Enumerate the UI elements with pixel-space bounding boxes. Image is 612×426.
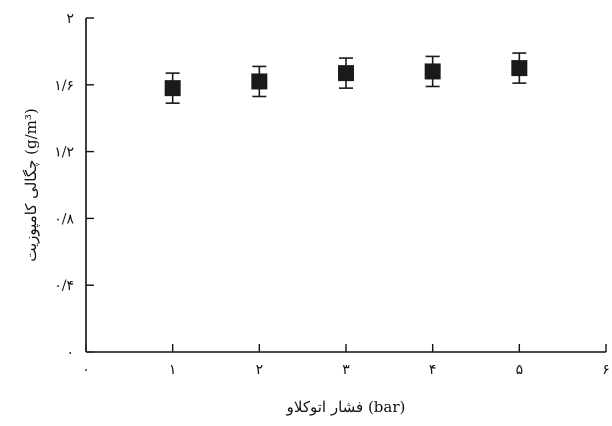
- data-point: [164, 80, 181, 97]
- data-point: [251, 73, 268, 90]
- x-tick-label: ۱: [169, 362, 177, 378]
- x-tick-label: ۵: [516, 362, 524, 378]
- x-axis: ۰ ۱ ۲ ۳ ۴ ۵ ۶: [82, 344, 610, 378]
- data-point: [338, 65, 354, 82]
- y-ticks: ۰ ۰/۴ ۰/۸ ۱/۲ ۱/۶ ۲: [54, 11, 94, 361]
- data-points: [164, 52, 528, 104]
- y-axis-title: چگالی کامپوزیت (g/m³): [22, 108, 40, 262]
- y-tick-label: ۰/۸: [54, 211, 74, 227]
- y-axis: ۰ ۰/۴ ۰/۸ ۱/۲ ۱/۶ ۲: [54, 11, 94, 361]
- x-axis-title: فشار اتوکلاو (bar): [286, 398, 406, 416]
- x-tick-label: ۴: [429, 362, 437, 378]
- x-tick-label: ۲: [256, 362, 264, 378]
- y-tick-label: ۱/۶: [54, 78, 74, 94]
- y-tick-label: ۲: [66, 11, 74, 27]
- data-point: [511, 60, 528, 77]
- data-point: [424, 63, 441, 80]
- x-tick-label: ۶: [602, 362, 610, 378]
- x-tick-label: ۳: [342, 362, 350, 378]
- y-tick-label: ۱/۲: [54, 145, 74, 161]
- x-tick-label: ۰: [82, 362, 90, 378]
- x-ticks: ۰ ۱ ۲ ۳ ۴ ۵ ۶: [82, 344, 610, 378]
- y-tick-label: ۰: [66, 345, 74, 361]
- y-tick-label: ۰/۴: [54, 278, 74, 294]
